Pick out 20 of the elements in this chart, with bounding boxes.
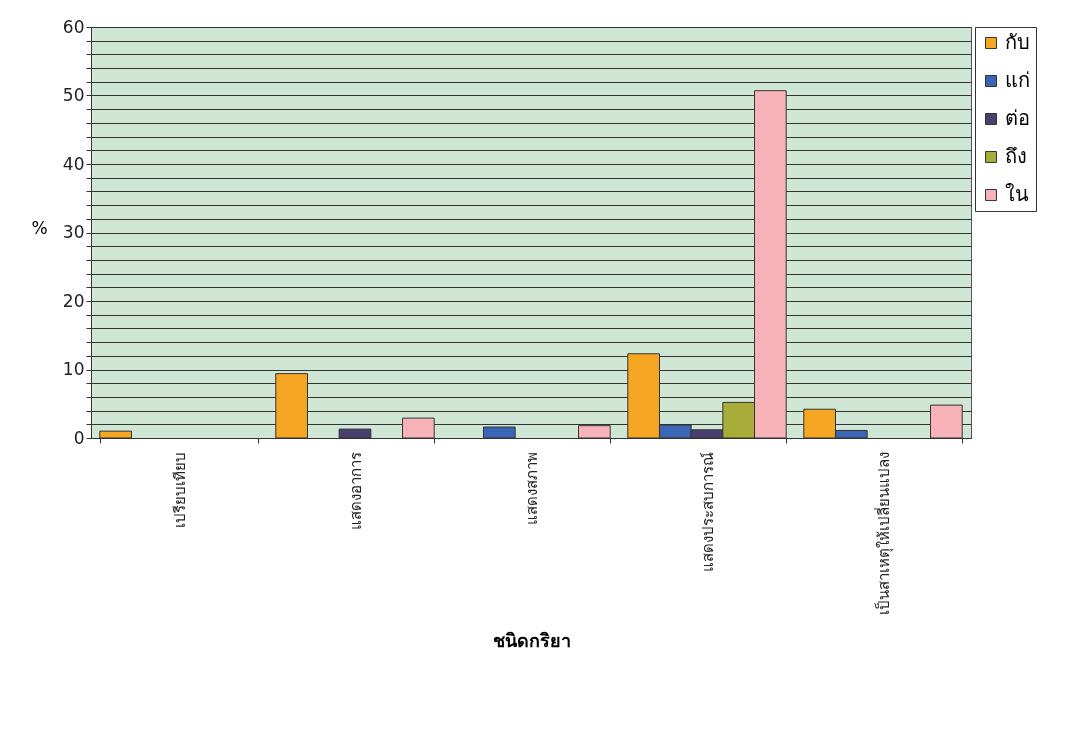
x-tick-label: แสดงประสบการณ์ — [698, 451, 717, 572]
y-tick-label: 10 — [62, 359, 85, 379]
x-tick-label: เป็นสาเหตุให้เปลี่ยนแปลง — [872, 451, 894, 615]
x-tick-label: เปรียบเทียบ — [170, 451, 189, 528]
y-tick-label: 40 — [62, 153, 85, 174]
y-tick-label: 0 — [73, 427, 85, 448]
x-tick-label: แสดงอาการ — [346, 451, 365, 530]
legend-label: ต่อ — [1005, 106, 1030, 130]
legend-label: ถึง — [1005, 144, 1027, 168]
legend-label: กับ — [1005, 30, 1030, 54]
bar — [338, 428, 372, 439]
y-tick-label: 20 — [62, 290, 85, 311]
y-tick-label: 50 — [62, 85, 85, 105]
x-tick-label: แสดงสภาพ — [522, 451, 541, 525]
y-axis-title: % — [31, 217, 48, 238]
y-tick-label: 60 — [62, 16, 85, 37]
legend-label: แก่ — [1005, 68, 1030, 92]
legend-label: ใน — [1005, 182, 1029, 206]
y-tick-label: 30 — [62, 222, 85, 242]
x-axis-title: ชนิดกริยา — [492, 629, 571, 651]
